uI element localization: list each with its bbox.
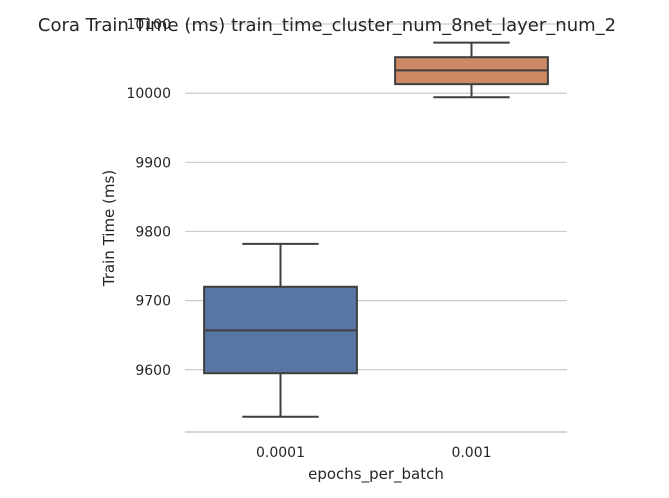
box-0.0001 [203, 242, 358, 418]
x-tick-label: 0.0001 [256, 445, 305, 461]
y-tick-label: 9700 [135, 294, 171, 310]
x-tick-labels: 0.0001 0.001 [256, 445, 492, 461]
y-axis-title: Train Time (ms) [100, 170, 118, 287]
x-tick-label: 0.001 [451, 445, 491, 461]
box-0.001 [394, 41, 549, 99]
chart-title: Cora Train Time (ms) train_time_cluster_… [38, 15, 616, 36]
y-tick-label: 9900 [135, 155, 171, 171]
x-axis-title: epochs_per_batch [308, 465, 444, 484]
y-tick-label: 9800 [135, 224, 171, 240]
y-tick-labels: 9600 9700 9800 9900 10000 10100 [126, 17, 171, 379]
y-tick-label: 10000 [126, 86, 171, 102]
boxes [203, 41, 549, 418]
y-tick-label: 10100 [126, 17, 171, 33]
y-tick-label: 9600 [135, 363, 171, 379]
